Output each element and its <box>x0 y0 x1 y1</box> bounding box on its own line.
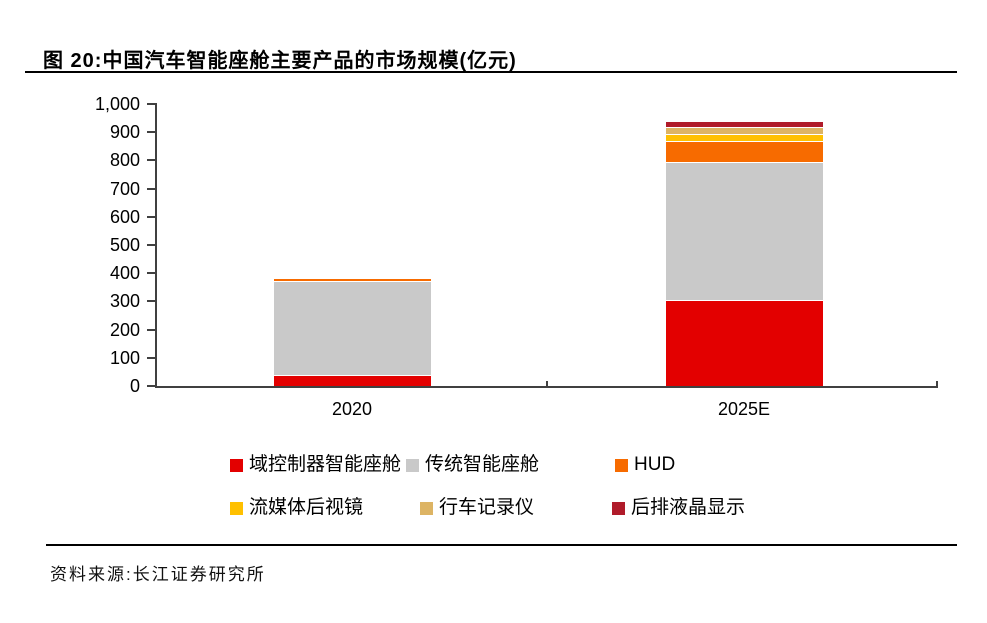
legend-swatch-icon <box>230 458 243 472</box>
legend-swatch-icon <box>615 458 628 472</box>
bar-segment-HUD <box>665 142 823 164</box>
y-axis-tick-label: 200 <box>109 319 140 340</box>
y-axis-tick <box>147 187 155 190</box>
bar-segment-流媒体后视镜 <box>273 277 431 279</box>
y-axis-tick-label: 500 <box>109 235 140 255</box>
legend-swatch-icon <box>420 501 433 515</box>
figure-title: 图 20:中国汽车智能座舱主要产品的市场规模(亿元) <box>43 50 517 72</box>
legend-item-域控制器智能座舱: 域控制器智能座舱 <box>230 455 401 475</box>
y-axis-tick-label: 0 <box>129 376 140 396</box>
legend-swatch-icon <box>406 458 419 472</box>
bar-segment-传统智能座舱 <box>273 281 431 377</box>
bar-2020 <box>273 276 431 386</box>
y-axis-tick <box>147 159 155 162</box>
x-axis-tick <box>546 381 548 386</box>
y-axis-tick-label: 900 <box>109 122 140 143</box>
bar-segment-HUD <box>273 278 431 282</box>
footer-divider <box>46 544 957 546</box>
legend-swatch-icon <box>612 501 625 515</box>
legend-item-传统智能座舱: 传统智能座舱 <box>406 455 539 475</box>
y-axis-tick-label: 800 <box>109 150 140 171</box>
legend-swatch-icon <box>230 501 243 515</box>
y-axis-tick <box>147 356 155 359</box>
bar-segment-域控制器智能座舱 <box>273 376 431 386</box>
bar-segment-流媒体后视镜 <box>665 135 823 143</box>
bar-segment-行车记录仪 <box>273 277 431 278</box>
y-axis-tick <box>147 215 155 218</box>
x-axis <box>155 386 938 388</box>
y-axis-tick <box>147 300 155 303</box>
x-axis-label: 2020 <box>331 399 373 419</box>
y-axis-tick-label: 600 <box>109 206 140 227</box>
bar-segment-后排液晶显示 <box>665 122 823 128</box>
bar-segment-后排液晶显示 <box>273 276 431 278</box>
x-axis-tick <box>936 381 938 386</box>
y-axis-tick <box>147 385 155 387</box>
bar-segment-域控制器智能座舱 <box>665 301 823 386</box>
y-axis-tick-label: 100 <box>109 347 140 368</box>
y-axis-tick-label: 400 <box>109 263 140 284</box>
y-axis-tick <box>147 103 155 105</box>
legend-label: 行车记录仪 <box>439 497 535 518</box>
legend-label: HUD <box>634 454 676 475</box>
legend-item-HUD: HUD <box>615 455 675 475</box>
legend-label: 传统智能座舱 <box>425 454 540 475</box>
y-axis-tick <box>147 244 155 246</box>
y-axis <box>155 103 157 388</box>
y-axis-tick <box>147 272 155 275</box>
y-axis-tick <box>147 328 155 331</box>
y-axis-tick-label: 300 <box>109 291 140 312</box>
legend-label: 流媒体后视镜 <box>249 497 364 518</box>
x-axis-label: 2025E <box>717 399 771 419</box>
bar-2025e <box>665 122 823 386</box>
bar-segment-行车记录仪 <box>665 127 823 135</box>
legend-label: 后排液晶显示 <box>631 497 746 518</box>
y-axis-tick-label: 1,000 <box>94 94 140 114</box>
legend-label: 域控制器智能座舱 <box>249 454 402 475</box>
y-axis-tick <box>147 131 155 134</box>
source-note: 资料来源:长江证券研究所 <box>50 565 266 584</box>
title-underline <box>25 71 957 73</box>
legend-item-后排液晶显示: 后排液晶显示 <box>612 498 745 518</box>
legend-item-流媒体后视镜: 流媒体后视镜 <box>230 498 363 518</box>
legend-item-行车记录仪: 行车记录仪 <box>420 498 534 518</box>
y-axis-tick-label: 700 <box>109 178 140 199</box>
bar-segment-传统智能座舱 <box>665 163 823 302</box>
